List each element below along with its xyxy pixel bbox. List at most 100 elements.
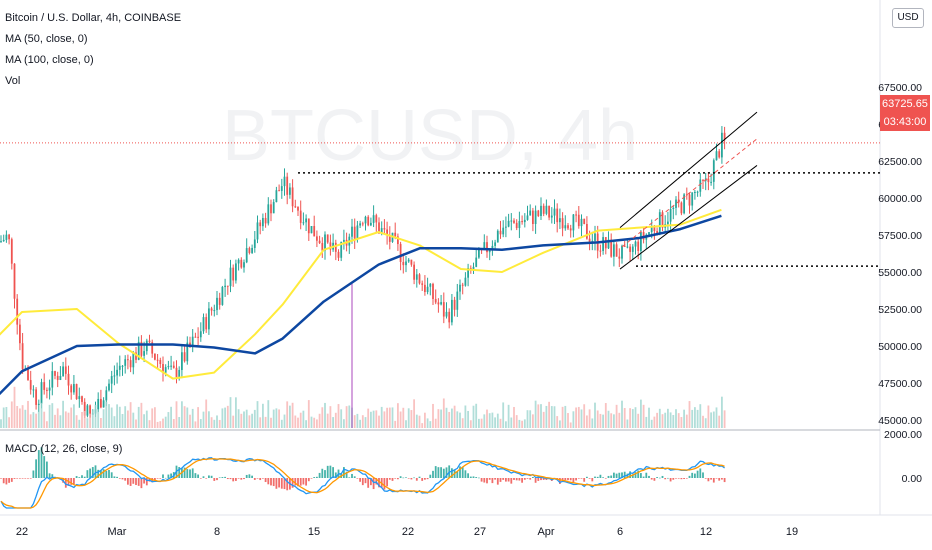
volume-bar — [132, 412, 135, 428]
volume-bar — [410, 410, 413, 428]
volume-bar — [380, 406, 383, 428]
candle-body — [75, 384, 78, 400]
candle-body — [278, 190, 280, 192]
candle-body — [251, 247, 253, 253]
candle-body — [62, 366, 64, 376]
candle-body — [548, 205, 550, 218]
volume-bar — [8, 417, 10, 428]
volume-bar — [280, 419, 283, 428]
volume-bar — [413, 399, 415, 428]
volume-bar — [567, 413, 569, 428]
volume-bar — [35, 413, 37, 428]
candle-body — [307, 218, 310, 234]
candle-body — [399, 244, 402, 262]
candle-body — [723, 132, 726, 140]
volume-legend[interactable]: Vol — [5, 75, 21, 87]
volume-bar — [151, 408, 154, 428]
volume-bar — [37, 411, 40, 428]
candle-body — [448, 311, 451, 323]
candle-body — [359, 223, 361, 226]
volume-bar — [388, 407, 391, 428]
volume-bar — [361, 415, 364, 428]
candle-body — [21, 343, 24, 370]
ma50-legend[interactable]: MA (50, close, 0) — [5, 33, 88, 45]
macd-histogram-bar — [718, 478, 721, 481]
candle-body — [637, 241, 640, 251]
candle-body — [715, 151, 718, 161]
candle-body — [237, 259, 240, 264]
volume-bar — [429, 421, 432, 428]
volume-bar — [661, 414, 664, 428]
candle-body — [691, 192, 694, 206]
macd-histogram-bar — [121, 478, 124, 480]
volume-bar — [480, 418, 483, 428]
candle-body — [437, 302, 440, 305]
price-tick-label: 50000.00 — [878, 341, 922, 353]
macd-histogram-bar — [264, 478, 267, 483]
volume-bar — [326, 413, 329, 428]
volume-bar — [402, 407, 405, 428]
volume-bar — [40, 402, 43, 428]
volume-bar — [337, 404, 340, 428]
macd-histogram-bar — [35, 459, 37, 478]
candle-body — [51, 371, 54, 388]
candle-body — [542, 205, 545, 214]
candle-body — [162, 364, 164, 373]
candle-body — [272, 202, 275, 214]
macd-histogram-bar — [723, 478, 726, 483]
candle-body — [650, 226, 653, 233]
candle-body — [626, 246, 629, 248]
symbol-title[interactable]: Bitcoin / U.S. Dollar, 4h, COINBASE — [5, 12, 182, 24]
macd-histogram-bar — [399, 476, 402, 478]
volume-bar — [707, 405, 710, 428]
candle-body — [140, 341, 143, 356]
macd-histogram-bar — [108, 469, 110, 478]
candle-body — [356, 225, 359, 239]
volume-bar — [102, 409, 105, 428]
candle-body — [186, 342, 189, 362]
volume-bar — [286, 401, 289, 428]
candle-body — [388, 235, 391, 242]
volume-bar — [283, 414, 286, 428]
candle-body — [267, 204, 270, 224]
macd-histogram-bar — [586, 476, 588, 478]
ma100-legend[interactable]: MA (100, close, 0) — [5, 54, 94, 66]
volume-bar — [521, 420, 523, 428]
macd-histogram-bar — [402, 477, 405, 479]
macd-histogram-bar — [715, 478, 718, 479]
volume-bar — [583, 404, 586, 428]
volume-bar — [372, 410, 375, 428]
volume-bar — [94, 404, 97, 428]
macd-histogram-bar — [154, 478, 156, 481]
volume-bar — [559, 420, 561, 428]
volume-bar — [70, 407, 73, 428]
volume-bar — [386, 407, 388, 428]
currency-button[interactable]: USD — [892, 8, 924, 28]
channel-upper — [619, 111, 758, 228]
volume-bar — [680, 417, 683, 428]
volume-bar — [83, 410, 86, 428]
volume-bar — [97, 411, 100, 428]
macd-histogram-bar — [19, 478, 21, 479]
candle-body — [405, 261, 407, 266]
candle-body — [510, 220, 513, 222]
volume-bar — [310, 416, 313, 428]
macd-legend[interactable]: MACD (12, 26, close, 9) — [5, 443, 123, 455]
macd-histogram-bar — [143, 478, 145, 484]
candle-body — [313, 226, 316, 237]
macd-histogram-bar — [129, 478, 132, 486]
candle-body — [264, 217, 267, 224]
macd-histogram-bar — [235, 478, 237, 481]
channel-lower — [619, 165, 758, 270]
macd-histogram-bar — [351, 473, 353, 478]
volume-bar — [667, 408, 669, 428]
macd-histogram-bar — [421, 478, 424, 481]
volume-bar — [394, 420, 397, 428]
volume-bar — [167, 412, 170, 428]
macd-histogram-bar — [170, 473, 172, 478]
volume-bar — [105, 402, 108, 428]
macd-histogram-bar — [359, 478, 361, 482]
volume-bar — [51, 403, 54, 428]
volume-bar — [197, 407, 199, 428]
